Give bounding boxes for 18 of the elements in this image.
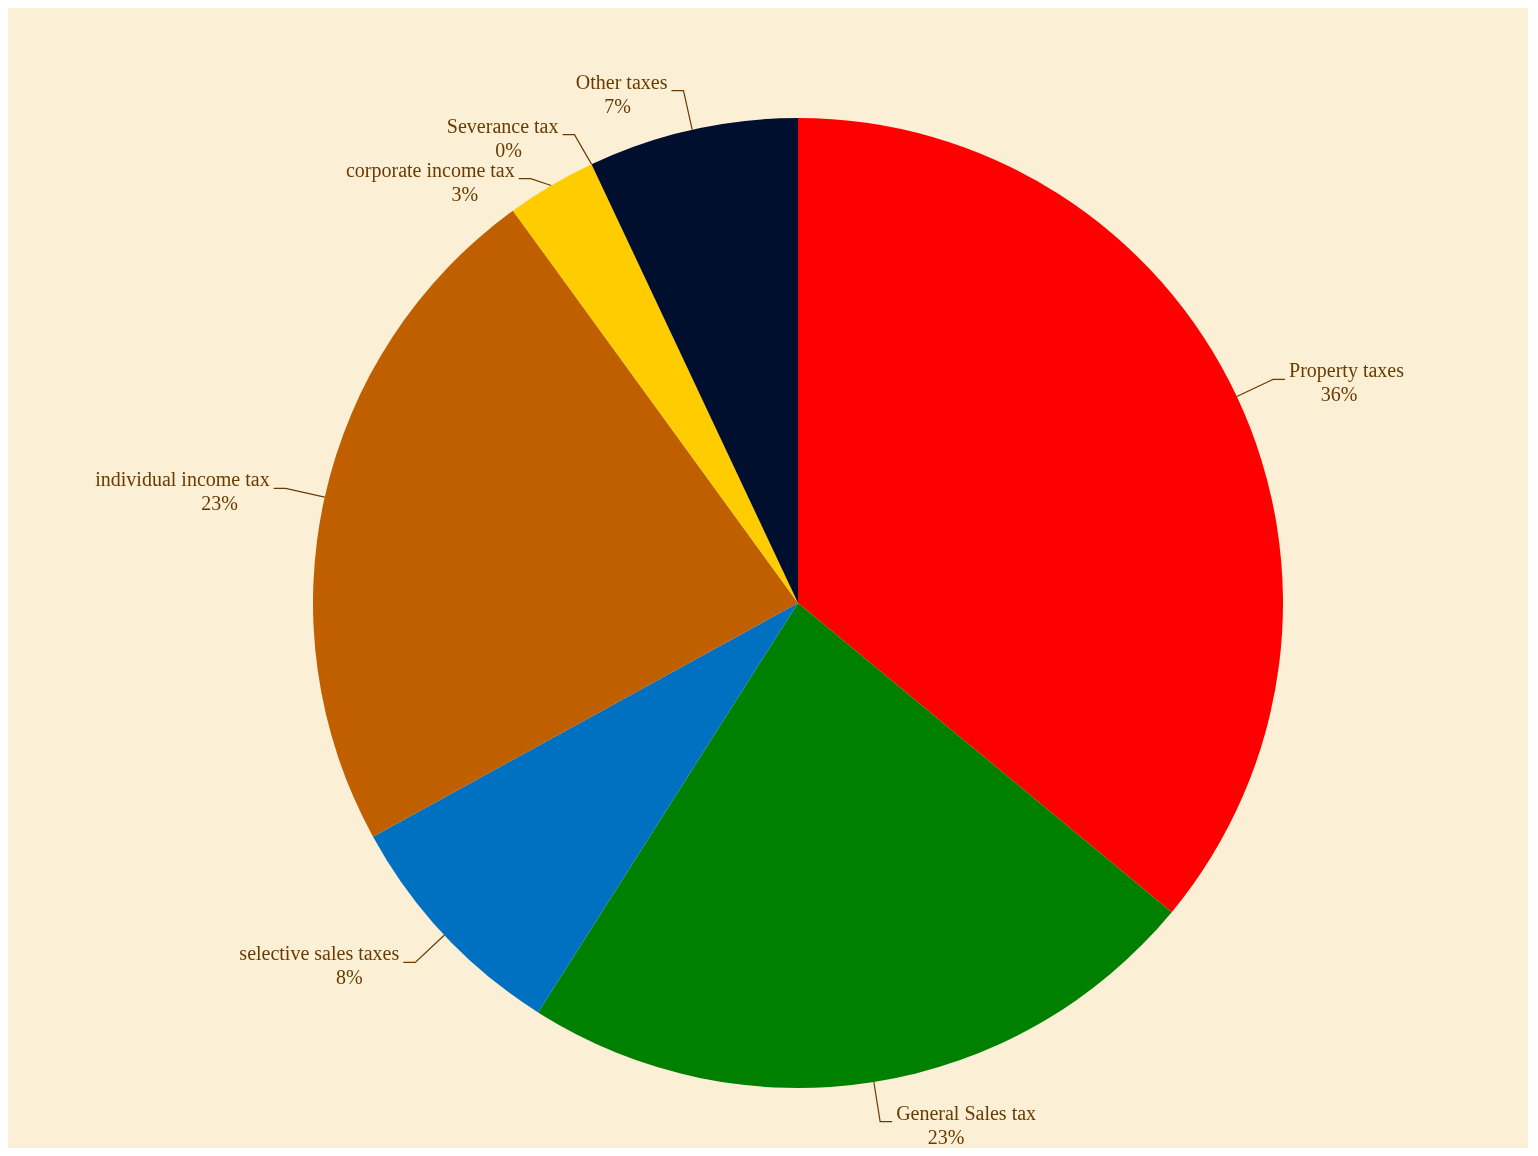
pie-slice xyxy=(538,603,1172,1088)
pie-slice xyxy=(313,210,798,837)
data-label: 8% xyxy=(335,966,363,989)
pie-slice xyxy=(798,118,1283,913)
slice-label: selective sales taxes xyxy=(239,942,400,965)
slice-label: individual income tax xyxy=(95,468,270,491)
text: 0% xyxy=(495,138,522,161)
slice-label: Property taxes xyxy=(1289,359,1405,383)
data-label: 36% xyxy=(1320,383,1358,406)
pie-slice xyxy=(591,118,798,603)
data-label: 7% xyxy=(604,94,631,117)
data-label: 23% xyxy=(201,492,238,515)
slice-label: corporate income tax xyxy=(345,158,515,182)
data-label: 3% xyxy=(451,182,479,205)
slice-label: Other taxes xyxy=(575,70,668,93)
slice-label: General Sales tax xyxy=(896,1101,1037,1124)
category-label: Severance tax xyxy=(446,114,559,137)
data-label: 23% xyxy=(927,1125,965,1148)
